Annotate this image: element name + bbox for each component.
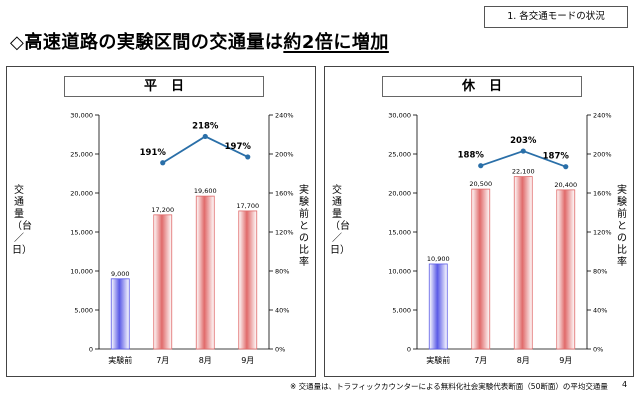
x-tick-label: 7月: [474, 356, 487, 365]
bar-3: [556, 189, 576, 350]
y-tick-label: 15,000: [70, 229, 93, 237]
y-axis-title: 交通量（台／日）: [330, 185, 350, 256]
x-tick-label: 7月: [156, 356, 169, 365]
x-tick-label: 8月: [517, 356, 530, 365]
ratio-point: [245, 154, 251, 160]
bar-3: [238, 210, 258, 350]
ratio-label: 187%: [543, 152, 570, 162]
y-axis-title: 交通量（台／日）: [12, 185, 32, 256]
y-tick-label: 25,000: [388, 151, 411, 159]
y-tick-label: 30,000: [70, 112, 93, 120]
bar-0: [110, 278, 130, 350]
bar-1: [153, 214, 173, 350]
footnote: ※ 交通量は、トラフィックカウンターによる無料化社会実験代表断面（50断面）の平…: [290, 382, 608, 391]
ratio-point: [563, 164, 569, 170]
x-tick-label: 9月: [559, 356, 572, 365]
section-tag: 1. 各交通モードの状況: [484, 6, 628, 28]
y-tick-label: 0: [89, 346, 93, 354]
title-emphasis: 約2倍に増加: [283, 32, 389, 53]
y-tick-label: 15,000: [388, 229, 411, 237]
x-tick-label: 実験前: [108, 355, 132, 365]
y2-tick-label: 120%: [593, 229, 612, 237]
chart-title: 平日: [64, 76, 264, 97]
ratio-point: [160, 160, 166, 166]
y-tick-label: 30,000: [388, 112, 411, 120]
bar-2: [513, 176, 533, 350]
y-tick-label: 10,000: [70, 268, 93, 276]
ratio-point: [478, 163, 484, 169]
y2-tick-label: 160%: [593, 190, 612, 198]
y-tick-label: 10,000: [388, 268, 411, 276]
y-tick-label: 20,000: [388, 190, 411, 198]
y2-axis-title: 実験前との比率: [617, 185, 627, 268]
bar-value-label: 20,400: [554, 181, 577, 189]
y2-tick-label: 160%: [275, 190, 294, 198]
weekday-chart-panel: 平日 交通量（台／日） 実験前との比率 0 5,000 10,000 15,000 20…: [6, 66, 316, 377]
bar-0: [428, 263, 448, 350]
bar-2: [195, 195, 215, 350]
bar-value-label: 10,900: [427, 255, 450, 263]
ratio-point: [520, 148, 526, 154]
page-number: 4: [622, 380, 628, 389]
y2-axis-title: 実験前との比率: [299, 185, 309, 268]
ratio-label: 191%: [140, 148, 167, 158]
holiday-chart-panel: 休日 交通量（台／日） 実験前との比率 0 5,000 10,000 15,000 20…: [324, 66, 634, 377]
bar-value-label: 20,500: [469, 180, 492, 188]
y2-tick-label: 200%: [275, 151, 294, 159]
y-tick-label: 25,000: [70, 151, 93, 159]
ratio-label: 203%: [510, 136, 537, 146]
bar-1: [471, 188, 491, 350]
y2-tick-label: 240%: [275, 112, 294, 120]
y2-tick-label: 120%: [275, 229, 294, 237]
title-prefix: ◇高速道路の実験区間の交通量は: [10, 32, 284, 53]
y-tick-label: 5,000: [392, 307, 411, 315]
ratio-label: 197%: [225, 142, 252, 152]
y2-tick-label: 200%: [593, 151, 612, 159]
weekday-chart: 0 5,000 10,000 15,000 20,000 25,000 30,000 0% 40…: [70, 112, 294, 366]
y-tick-label: 5,000: [74, 307, 93, 315]
y-tick-label: 20,000: [70, 190, 93, 198]
bar-value-label: 9,000: [111, 270, 130, 278]
y2-tick-label: 40%: [275, 307, 289, 315]
x-tick-label: 実験前: [426, 355, 450, 365]
chart-title: 休日: [382, 76, 582, 97]
bar-value-label: 17,200: [151, 206, 174, 214]
ratio-point: [202, 133, 208, 140]
bar-value-label: 17,700: [236, 202, 259, 210]
y2-tick-label: 0%: [275, 346, 285, 354]
bar-value-label: 22,100: [512, 168, 535, 176]
y2-tick-label: 40%: [593, 307, 607, 315]
bar-value-label: 19,600: [194, 187, 217, 195]
page-title: ◇高速道路の実験区間の交通量は約2倍に増加: [10, 28, 389, 54]
ratio-label: 218%: [192, 121, 219, 131]
y2-tick-label: 240%: [593, 112, 612, 120]
y2-tick-label: 0%: [593, 346, 603, 354]
holiday-chart: 0 5,000 10,000 15,000 20,000 25,000 30,000 0% 40…: [388, 112, 612, 366]
x-tick-label: 9月: [241, 356, 254, 365]
x-tick-label: 8月: [199, 356, 212, 365]
y2-tick-label: 80%: [593, 268, 607, 276]
y2-tick-label: 80%: [275, 268, 289, 276]
y-tick-label: 0: [407, 346, 411, 354]
ratio-label: 188%: [458, 151, 485, 161]
